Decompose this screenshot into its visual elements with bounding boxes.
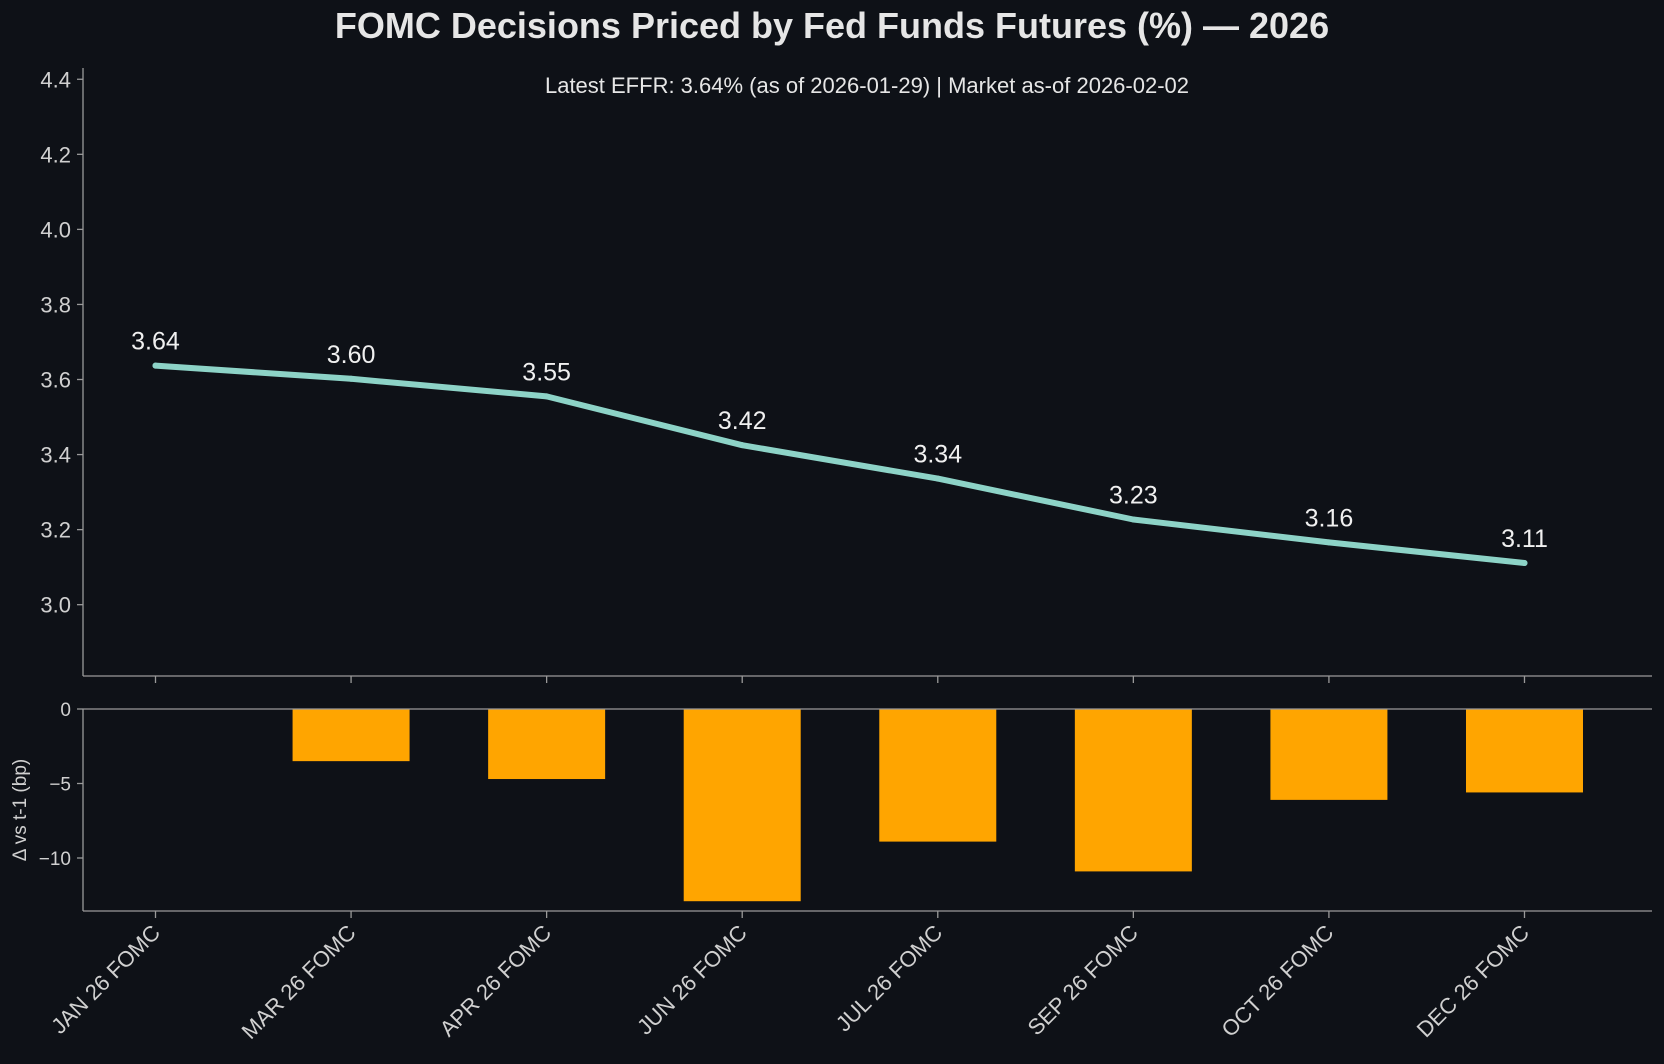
delta-bar-2 <box>292 709 410 762</box>
rate-point-6 <box>1130 516 1137 523</box>
delta-bar-8 <box>1465 709 1583 793</box>
rate-data-label: 3.55 <box>522 358 571 386</box>
x-category-label: JUL 26 FOMC <box>831 920 948 1037</box>
top-y-tick-label: 4.0 <box>40 217 71 242</box>
delta-bar-6 <box>1074 709 1192 872</box>
rate-point-2 <box>348 375 355 382</box>
x-category-label: SEP 26 FOMC <box>1023 920 1143 1040</box>
delta-bar-panel: 0 −5 −10 JAN 26 FOMC MAR 26 FOMC APR 26 FOMC… <box>10 700 1652 1044</box>
chart-subtitle: Latest EFFR: 3.64% (as of 2026-01-29) | … <box>545 73 1189 98</box>
rate-data-label: 3.23 <box>1109 481 1158 509</box>
top-y-tick-label: 3.6 <box>40 368 71 393</box>
x-category-label: DEC 26 FOMC <box>1412 920 1534 1042</box>
rate-data-label: 3.11 <box>1501 525 1548 553</box>
rate-point-5 <box>934 475 941 482</box>
x-category-label: MAR 26 FOMC <box>237 920 361 1044</box>
chart-title: FOMC Decisions Priced by Fed Funds Futur… <box>335 5 1329 46</box>
delta-bar-5 <box>879 709 997 842</box>
top-y-tick-label: 4.4 <box>40 67 71 92</box>
rate-point-3 <box>543 393 550 400</box>
rate-data-label: 3.16 <box>1305 504 1354 532</box>
top-y-tick-label: 3.8 <box>40 292 71 317</box>
rate-point-4 <box>739 442 746 449</box>
rate-point-1 <box>152 362 159 369</box>
top-y-tick-label: 3.4 <box>40 443 71 468</box>
x-category-label: APR 26 FOMC <box>435 920 556 1041</box>
top-y-tick-label: 3.0 <box>40 593 71 618</box>
bottom-y-axis-label: Δ vs t-1 (bp) <box>10 759 31 861</box>
rate-line-panel: 3.0 3.2 3.4 3.6 3.8 4.0 4.2 4.4 3.64 3.60 3.55 3.4… <box>40 67 1652 683</box>
bottom-y-tick-label: −5 <box>49 775 71 796</box>
x-category-label: JUN 26 FOMC <box>632 920 752 1040</box>
delta-bar-4 <box>683 709 801 902</box>
implied-rate-line <box>152 362 1528 566</box>
rate-data-label: 3.60 <box>327 341 376 369</box>
delta-bar-3 <box>488 709 606 780</box>
rate-data-label: 3.42 <box>718 407 767 435</box>
rate-data-label: 3.34 <box>913 441 962 469</box>
top-y-tick-label: 4.2 <box>40 142 71 167</box>
rate-data-label: 3.64 <box>131 328 180 356</box>
delta-bar-7 <box>1270 709 1388 800</box>
rate-point-7 <box>1325 539 1332 546</box>
rate-point-8 <box>1521 560 1528 567</box>
top-y-tick-label: 3.2 <box>40 518 71 543</box>
bottom-y-tick-label: −10 <box>39 849 71 870</box>
x-category-label: OCT 26 FOMC <box>1216 920 1338 1042</box>
bottom-y-tick-label: 0 <box>60 700 71 721</box>
x-category-label: JAN 26 FOMC <box>46 920 165 1039</box>
